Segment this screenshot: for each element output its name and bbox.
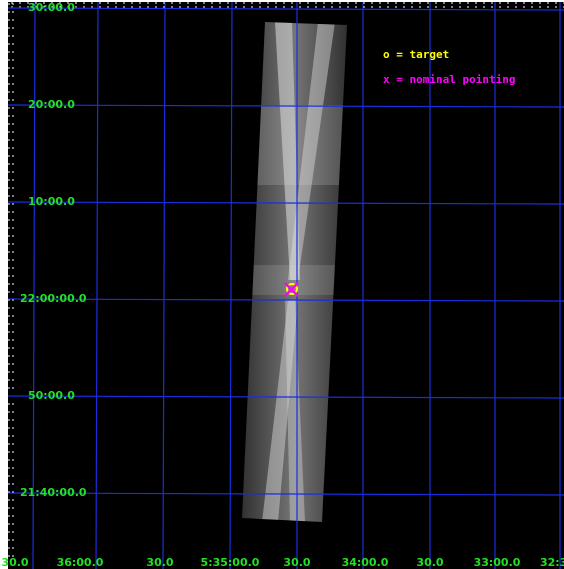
x-label: 30.0 bbox=[283, 556, 310, 569]
pointing-marker bbox=[284, 282, 299, 297]
top-ticks bbox=[10, 2, 564, 8]
exposure-strip bbox=[242, 22, 347, 522]
y-label: 21:40:00.0 bbox=[20, 486, 87, 499]
x-label: 30.0 bbox=[146, 556, 173, 569]
x-label: 33:00.0 bbox=[474, 556, 521, 569]
x-label: 32:3 bbox=[540, 556, 564, 569]
y-labels: 30:00.0 20:00.0 10:00.0 22:00:00.0 50:00… bbox=[20, 1, 87, 499]
y-label: 20:00.0 bbox=[28, 98, 75, 111]
y-label: 50:00.0 bbox=[28, 389, 75, 402]
x-label: 30.0 bbox=[416, 556, 443, 569]
x-label: 30.0 bbox=[1, 556, 28, 569]
y-label: 22:00:00.0 bbox=[20, 292, 87, 305]
x-labels: 30.0 36:00.0 30.0 5:35:00.0 30.0 34:00.0… bbox=[1, 556, 564, 569]
y-label: 10:00.0 bbox=[28, 195, 75, 208]
legend: o = target x = nominal pointing bbox=[383, 48, 515, 86]
x-label: 5:35:00.0 bbox=[201, 556, 260, 569]
left-ticks bbox=[8, 2, 14, 562]
x-label: 36:00.0 bbox=[57, 556, 104, 569]
legend-pointing: x = nominal pointing bbox=[383, 73, 515, 86]
legend-target: o = target bbox=[383, 48, 449, 61]
target-marker bbox=[286, 283, 298, 295]
y-label: 30:00.0 bbox=[28, 1, 75, 14]
markers bbox=[284, 282, 299, 297]
x-label: 34:00.0 bbox=[342, 556, 389, 569]
